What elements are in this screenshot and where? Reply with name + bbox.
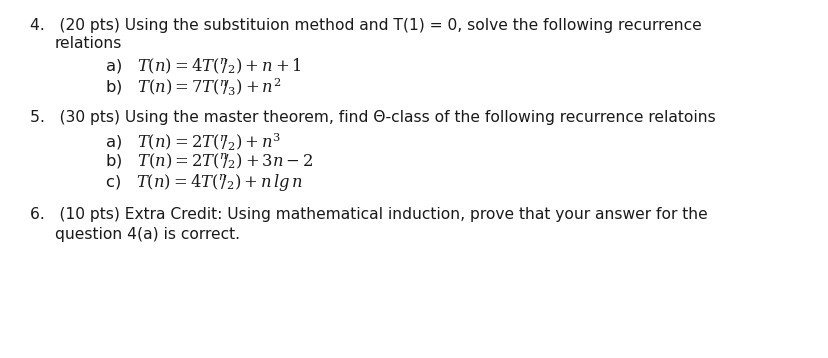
- Text: question 4(a) is correct.: question 4(a) is correct.: [55, 227, 240, 242]
- Text: b)   $T(n) = 2T(^{n}\!\!/_{2}) + 3n - 2$: b) $T(n) = 2T(^{n}\!\!/_{2}) + 3n - 2$: [105, 152, 313, 171]
- Text: relations: relations: [55, 36, 123, 51]
- Text: 6.   (10 pts) Extra Credit: Using mathematical induction, prove that your answer: 6. (10 pts) Extra Credit: Using mathemat…: [30, 207, 707, 222]
- Text: 5.   (30 pts) Using the master theorem, find Θ-class of the following recurrence: 5. (30 pts) Using the master theorem, fi…: [30, 110, 715, 125]
- Text: a)   $T(n) = 4T(^{n}\!\!/_{2}) + n + 1$: a) $T(n) = 4T(^{n}\!\!/_{2}) + n + 1$: [105, 57, 301, 76]
- Text: b)   $T(n) = 7T(^{n}\!\!/_{3}) + n^2$: b) $T(n) = 7T(^{n}\!\!/_{3}) + n^2$: [105, 77, 281, 98]
- Text: 4.   (20 pts) Using the substituion method and T(1) = 0, solve the following rec: 4. (20 pts) Using the substituion method…: [30, 18, 701, 33]
- Text: c)   $T(n) = 4T(^{n}\!\!/_{2}) + n\,lg\,n$: c) $T(n) = 4T(^{n}\!\!/_{2}) + n\,lg\,n$: [105, 172, 303, 193]
- Text: a)   $T(n) = 2T(^{n}\!\!/_{2}) + n^3$: a) $T(n) = 2T(^{n}\!\!/_{2}) + n^3$: [105, 132, 281, 153]
